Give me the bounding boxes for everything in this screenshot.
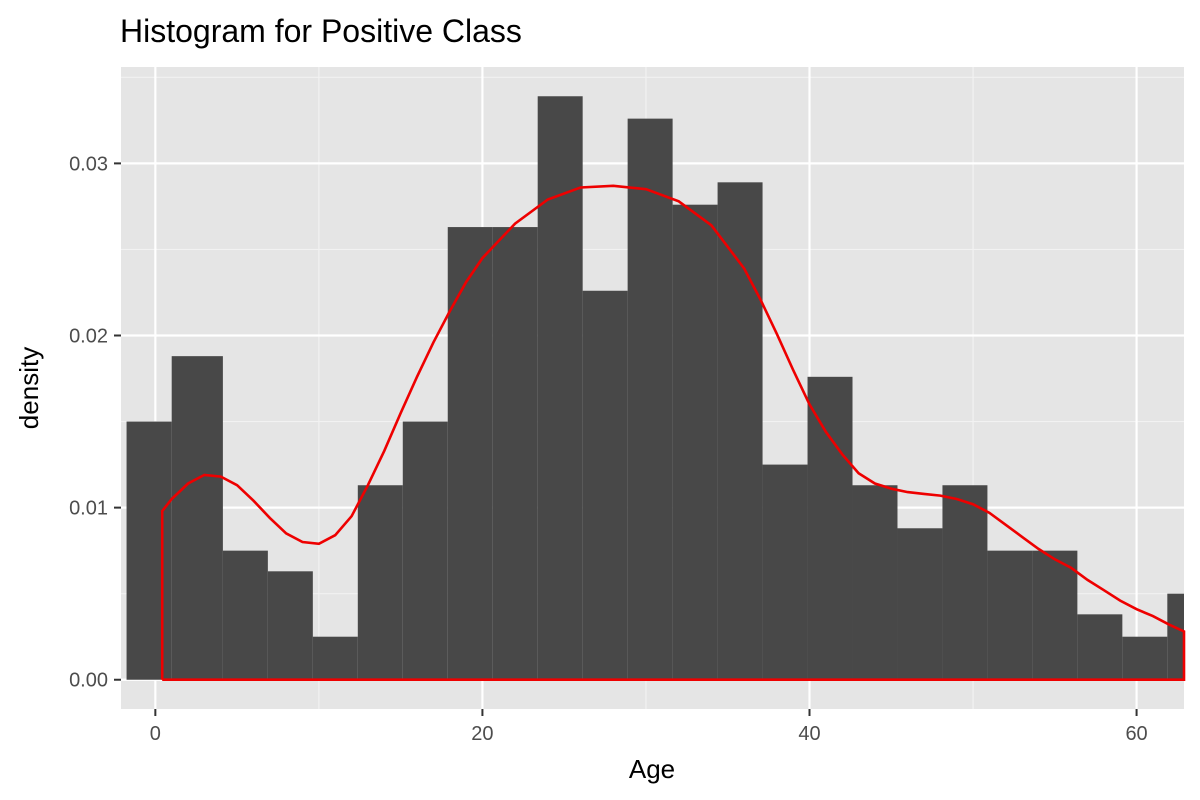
y-tick-label: 0.01 — [69, 498, 108, 520]
chart-title: Histogram for Positive Class — [120, 13, 522, 49]
histogram-bar — [897, 528, 943, 680]
histogram-bar — [717, 182, 763, 680]
x-axis-title: Age — [629, 754, 675, 784]
histogram-bar — [126, 421, 172, 680]
y-axis-title: density — [14, 347, 44, 429]
histogram-bar — [357, 485, 403, 680]
histogram-bar — [762, 464, 808, 680]
y-tick-label: 0.03 — [69, 153, 108, 175]
histogram-bar — [987, 550, 1033, 680]
histogram-bar — [492, 227, 538, 680]
histogram-bars — [126, 96, 1184, 680]
y-tick-label: 0.02 — [69, 326, 108, 348]
x-tick-label: 0 — [150, 723, 161, 745]
histogram-bar — [402, 421, 448, 680]
density-curve — [160, 184, 1186, 681]
histogram-bar — [852, 485, 898, 680]
histogram-bar — [942, 485, 988, 680]
histogram-bar — [267, 571, 313, 680]
histogram-bar — [672, 204, 718, 680]
x-tick-label: 60 — [1125, 723, 1147, 745]
histogram-bar — [537, 96, 583, 680]
y-axis-ticks: 0.00 0.01 0.02 0.03 — [69, 153, 121, 692]
histogram-bar — [312, 636, 358, 680]
histogram-bar — [1032, 550, 1078, 680]
histogram-bar — [1122, 636, 1168, 680]
histogram-bar — [627, 118, 673, 680]
histogram-bar — [1077, 614, 1123, 680]
x-tick-label: 40 — [798, 723, 820, 745]
histogram-bar — [807, 376, 853, 680]
histogram-bar — [1167, 593, 1184, 680]
x-axis-ticks: 0 20 40 60 — [150, 709, 1148, 745]
y-tick-label: 0.00 — [69, 670, 108, 692]
histogram-bar — [447, 227, 493, 680]
histogram-bar — [222, 550, 268, 680]
histogram-bar — [582, 290, 628, 680]
x-tick-label: 20 — [471, 723, 493, 745]
histogram-bar — [171, 356, 223, 680]
